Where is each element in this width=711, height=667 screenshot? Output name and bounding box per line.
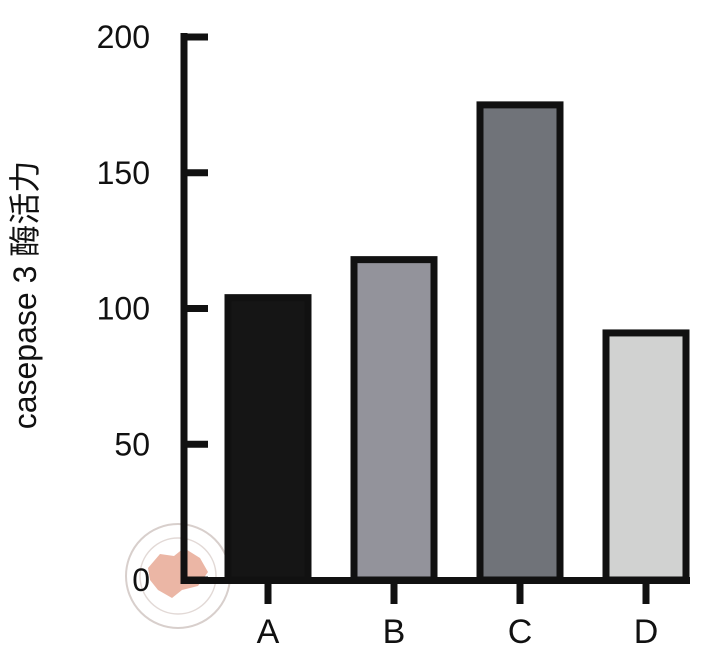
x-tick-label: A [257, 613, 280, 651]
y-tick-label: 50 [114, 426, 150, 462]
x-tick-label: B [383, 613, 406, 651]
bar-C [476, 101, 564, 584]
y-tick-label: 200 [97, 19, 150, 55]
y-tick-label: 0 [132, 562, 150, 598]
map-shape-icon [148, 548, 208, 598]
bars [224, 101, 690, 584]
y-axis: 0 50 100 150 200 [97, 19, 208, 598]
bar-A [224, 294, 312, 584]
x-tick-label: C [508, 613, 533, 651]
bar-D [602, 329, 690, 584]
y-tick-label: 150 [97, 155, 150, 191]
x-axis: A B C D [180, 577, 690, 651]
y-ticks: 0 50 100 150 200 [97, 19, 208, 598]
y-axis-title: casepase 3 酶活力 [7, 161, 43, 430]
bar-B [350, 256, 438, 584]
x-ticks: A B C D [257, 580, 659, 651]
x-tick-label: D [634, 613, 659, 651]
y-tick-label: 100 [97, 291, 150, 327]
